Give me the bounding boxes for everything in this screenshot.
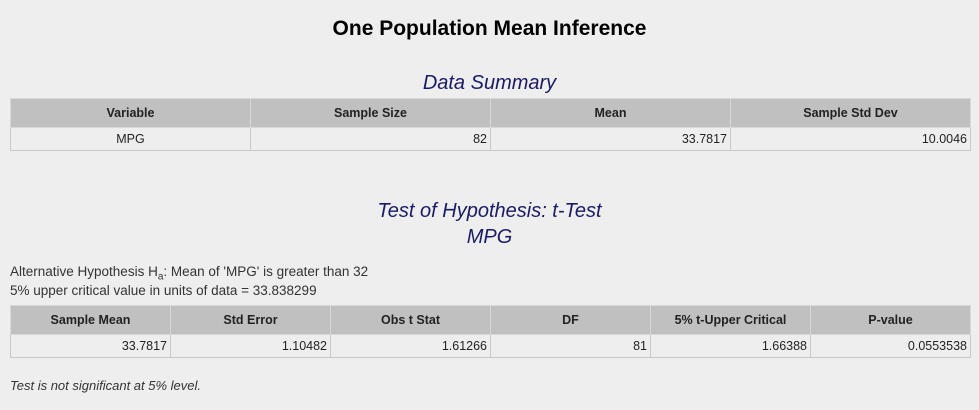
column-header: Sample Std Dev: [730, 98, 971, 128]
hypothesis: Alternative Hypothesis Ha: Mean of 'MPG'…: [10, 264, 368, 283]
hypothesis-text: : Mean of 'MPG' is greater than 32: [163, 264, 369, 279]
cell: 81: [490, 334, 651, 358]
conclusion: Test is not significant at 5% level.: [10, 378, 202, 393]
cell: 0.0553538: [810, 334, 971, 358]
hypothesis-subscript: a: [157, 271, 164, 283]
summary-table: Variable Sample Size Mean Sample Std Dev MPG…: [10, 98, 971, 151]
header-row: Sample Mean Std Error Obs t Stat DF 5% t-Upp…: [10, 305, 971, 335]
section-subtitle: MPG: [466, 226, 513, 248]
column-header: Sample Mean: [10, 305, 171, 335]
section-title: Data Summary: [422, 72, 557, 94]
column-header: Obs t Stat: [330, 305, 491, 335]
cell: 1.61266: [330, 334, 491, 358]
column-header: 5% t-Upper Critical: [650, 305, 811, 335]
data-row: MPG 82 33.7817 10.0046: [10, 127, 971, 151]
cell: 1.10482: [170, 334, 331, 358]
cell: 33.7817: [490, 127, 731, 151]
column-header: Mean: [490, 98, 731, 128]
cell: 82: [250, 127, 491, 151]
data-row: 33.7817 1.10482 1.61266 81 1.66388 0.0553538: [10, 334, 971, 358]
cell: 33.7817: [10, 334, 171, 358]
test-table: Sample Mean Std Error Obs t Stat DF 5% t-Upp…: [10, 305, 971, 358]
hypothesis-text: Alternative Hypothesis H: [10, 264, 158, 279]
column-header: Sample Size: [250, 98, 491, 128]
cell: MPG: [10, 127, 251, 151]
column-header: Std Error: [170, 305, 331, 335]
column-header: DF: [490, 305, 651, 335]
page-title: One Population Mean Inference: [332, 17, 647, 40]
column-header: Variable: [10, 98, 251, 128]
critical-note: 5% upper critical value in units of data…: [10, 283, 317, 298]
header-row: Variable Sample Size Mean Sample Std Dev: [10, 98, 971, 128]
cell: 10.0046: [730, 127, 971, 151]
cell: 1.66388: [650, 334, 811, 358]
section-title: Test of Hypothesis: t-Test: [377, 200, 602, 222]
column-header: P-value: [810, 305, 971, 335]
